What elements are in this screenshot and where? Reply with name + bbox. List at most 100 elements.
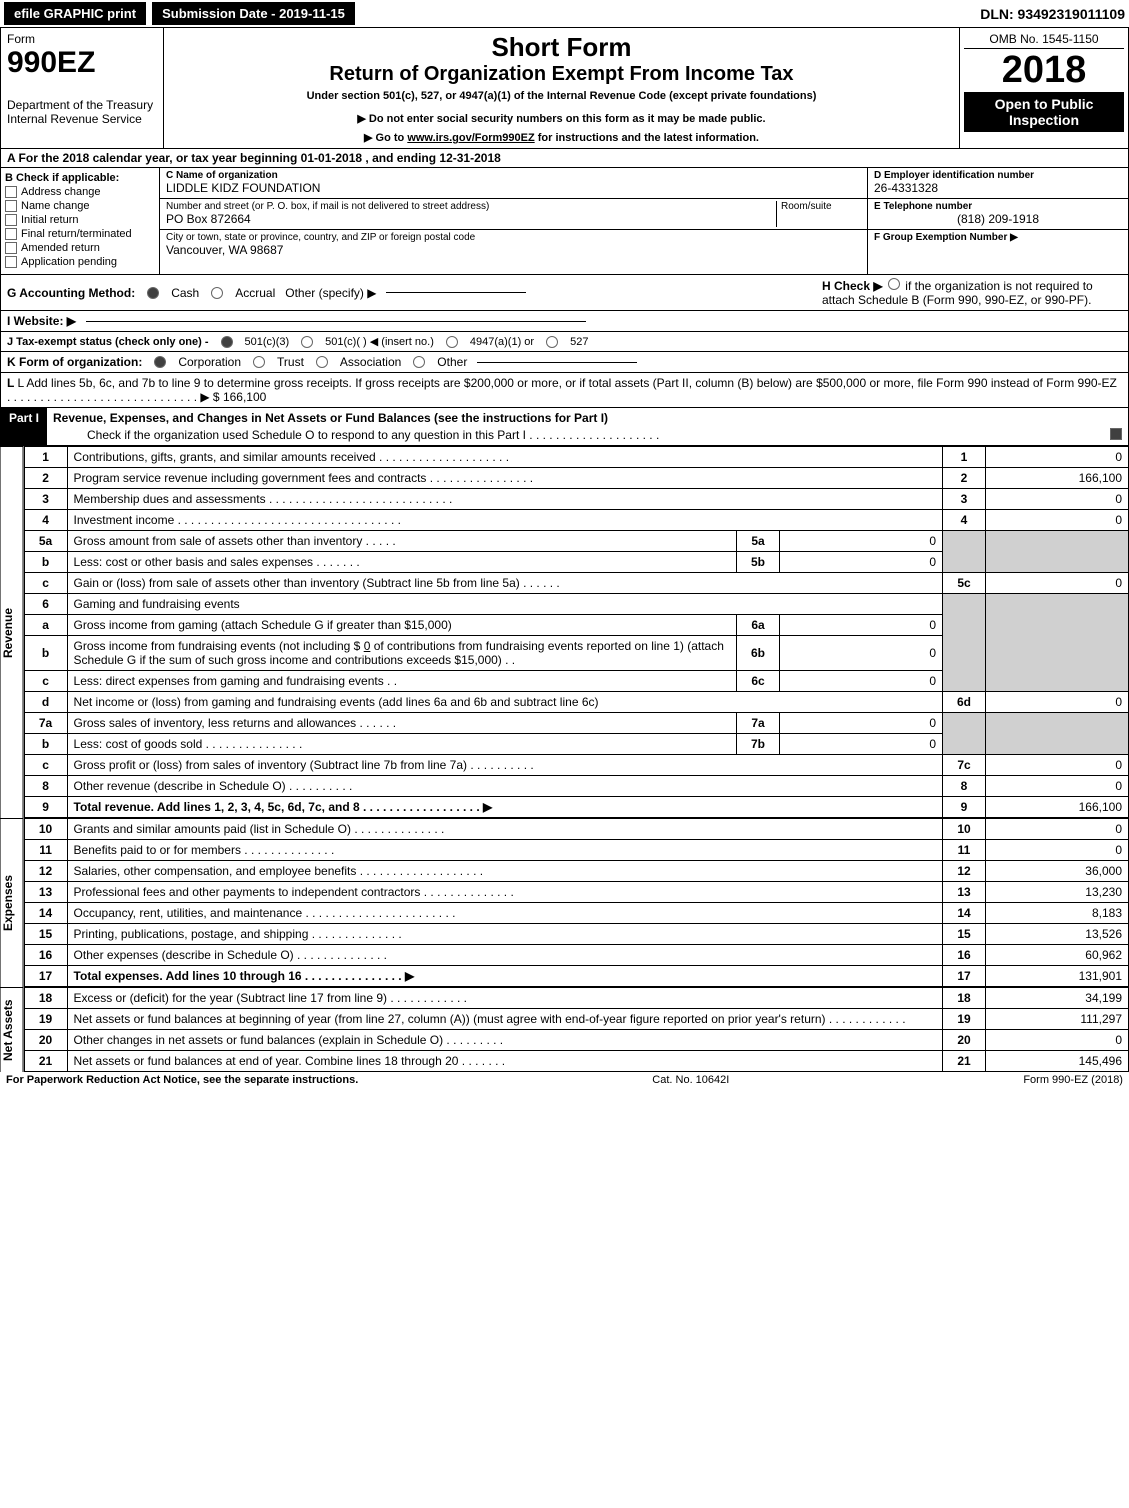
line-desc: Occupancy, rent, utilities, and maintena… (67, 903, 942, 924)
radio-assoc[interactable] (316, 356, 328, 368)
subtitle: Under section 501(c), 527, or 4947(a)(1)… (168, 90, 955, 102)
col-no: 2 (943, 468, 986, 489)
mini-val: 0 (780, 552, 943, 573)
h-label: H Check ▶ (822, 279, 883, 293)
line-desc: Excess or (deficit) for the year (Subtra… (67, 988, 942, 1009)
chk-amended-return[interactable]: Amended return (5, 242, 155, 254)
line-18: 18Excess or (deficit) for the year (Subt… (24, 988, 1128, 1009)
line-value: 0 (986, 840, 1129, 861)
line-2: 2Program service revenue including gover… (24, 468, 1128, 489)
line-8: 8Other revenue (describe in Schedule O) … (24, 776, 1128, 797)
footer-left: For Paperwork Reduction Act Notice, see … (6, 1074, 358, 1086)
line-no: c (24, 573, 67, 594)
col-no: 8 (943, 776, 986, 797)
checkbox-icon (5, 214, 17, 226)
mini-no: 7b (737, 734, 780, 755)
addr-value: PO Box 872664 (166, 212, 776, 226)
col-no: 10 (943, 819, 986, 840)
col-no: 16 (943, 945, 986, 966)
checkbox-icon (5, 228, 17, 240)
col-no: 20 (943, 1030, 986, 1051)
line-no: 15 (24, 924, 67, 945)
line-desc: Net assets or fund balances at beginning… (67, 1009, 942, 1030)
mini-val: 0 (780, 713, 943, 734)
city-value: Vancouver, WA 98687 (166, 243, 861, 257)
line-value: 0 (986, 573, 1129, 594)
checkbox-icon (5, 186, 17, 198)
line-13: 13Professional fees and other payments t… (24, 882, 1128, 903)
form-number: 990EZ (7, 46, 157, 80)
shaded-cell (986, 713, 1129, 755)
line-no: 2 (24, 468, 67, 489)
schedule-o-checkbox[interactable] (1110, 428, 1122, 440)
line-value: 111,297 (986, 1009, 1129, 1030)
efile-print-button[interactable]: efile GRAPHIC print (4, 2, 146, 25)
row-i: I Website: ▶ (0, 311, 1129, 332)
open-to-public: Open to Public Inspection (964, 92, 1124, 132)
expenses-section: Expenses 10Grants and similar amounts pa… (0, 818, 1129, 987)
line-no: 13 (24, 882, 67, 903)
shaded-cell (943, 594, 986, 692)
period-begin: 01-01-2018 (301, 151, 362, 165)
box-c: C Name of organization LIDDLE KIDZ FOUND… (160, 168, 867, 274)
line-5a: 5aGross amount from sale of assets other… (24, 531, 1128, 552)
footer-right: Form 990-EZ (2018) (1023, 1074, 1123, 1086)
line-21: 21Net assets or fund balances at end of … (24, 1051, 1128, 1072)
desc-part: Gross income from fundraising events (no… (74, 639, 364, 653)
radio-h[interactable] (888, 278, 900, 290)
chk-label: Name change (21, 200, 90, 212)
line-desc: Total expenses. Add lines 10 through 16 … (67, 966, 942, 987)
radio-501c3[interactable] (221, 336, 233, 348)
radio-527[interactable] (546, 336, 558, 348)
g-other-input[interactable] (386, 292, 526, 293)
line-desc: Other revenue (describe in Schedule O) .… (67, 776, 942, 797)
chk-name-change[interactable]: Name change (5, 200, 155, 212)
radio-corp[interactable] (154, 356, 166, 368)
line-no: 11 (24, 840, 67, 861)
short-form-title: Short Form (168, 32, 955, 63)
chk-label: Initial return (21, 214, 78, 226)
col-no: 13 (943, 882, 986, 903)
radio-cash[interactable] (147, 287, 159, 299)
chk-label: Address change (21, 186, 101, 198)
line-desc: Benefits paid to or for members . . . . … (67, 840, 942, 861)
radio-other[interactable] (413, 356, 425, 368)
line-desc: Gross income from fundraising events (no… (67, 636, 736, 671)
line-desc: Gain or (loss) from sale of assets other… (67, 573, 942, 594)
col-no: 18 (943, 988, 986, 1009)
mini-val: 0 (780, 531, 943, 552)
line-no: 20 (24, 1030, 67, 1051)
chk-application-pending[interactable]: Application pending (5, 256, 155, 268)
box-def: D Employer identification number 26-4331… (867, 168, 1128, 274)
line-no: 6 (24, 594, 67, 615)
k-other-input[interactable] (477, 362, 637, 363)
line-6d: dNet income or (loss) from gaming and fu… (24, 692, 1128, 713)
chk-label: Final return/terminated (21, 228, 132, 240)
line-desc: Gaming and fundraising events (67, 594, 942, 615)
part1-check-note: Check if the organization used Schedule … (47, 428, 1128, 445)
chk-final-return[interactable]: Final return/terminated (5, 228, 155, 240)
expenses-side-label: Expenses (0, 818, 24, 987)
col-no: 17 (943, 966, 986, 987)
radio-4947[interactable] (446, 336, 458, 348)
line-desc: Other changes in net assets or fund bala… (67, 1030, 942, 1051)
radio-trust[interactable] (253, 356, 265, 368)
chk-initial-return[interactable]: Initial return (5, 214, 155, 226)
box-b-label: B Check if applicable: (5, 172, 155, 184)
line-12: 12Salaries, other compensation, and empl… (24, 861, 1128, 882)
line-desc: Program service revenue including govern… (67, 468, 942, 489)
line-no: 5a (24, 531, 67, 552)
shaded-cell (986, 594, 1129, 692)
line-desc: Gross profit or (loss) from sales of inv… (67, 755, 942, 776)
line-14: 14Occupancy, rent, utilities, and mainte… (24, 903, 1128, 924)
line-no: 10 (24, 819, 67, 840)
chk-address-change[interactable]: Address change (5, 186, 155, 198)
radio-501c[interactable] (301, 336, 313, 348)
mini-val: 0 (780, 671, 943, 692)
radio-accrual[interactable] (211, 287, 223, 299)
period-prefix: A For the 2018 calendar year, or tax yea… (7, 151, 301, 165)
website-input[interactable] (86, 321, 586, 322)
row-g-h: G Accounting Method: Cash Accrual Other … (0, 275, 1129, 311)
mini-val: 0 (780, 734, 943, 755)
irs-link[interactable]: www.irs.gov/Form990EZ (407, 132, 534, 144)
